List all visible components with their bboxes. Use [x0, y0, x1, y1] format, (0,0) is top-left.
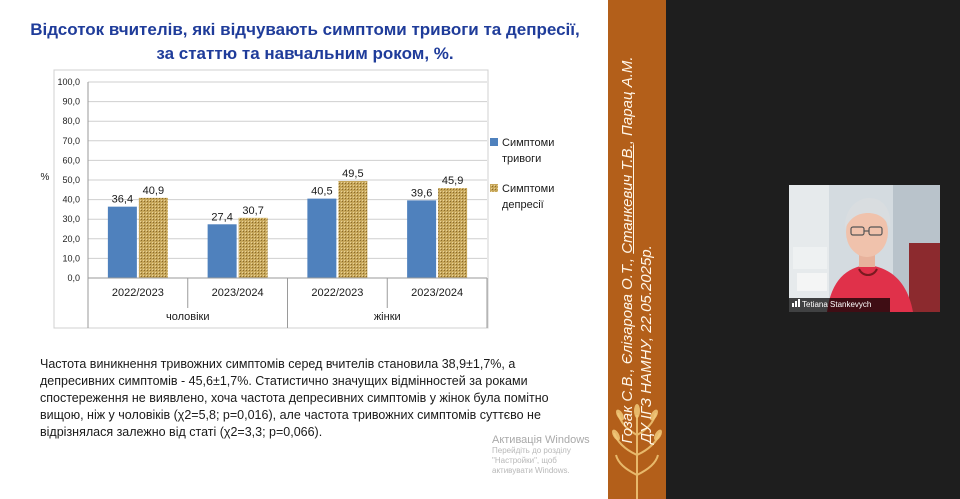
y-tick-label: 70,0 [62, 136, 80, 146]
group-label: жінки [374, 311, 401, 323]
bar-anxiety [107, 206, 137, 278]
legend-label: тривоги [502, 153, 541, 165]
bar-anxiety [207, 224, 237, 278]
authors-part-2: Станкевич Т.В. [619, 143, 636, 254]
participant-video-tile[interactable] [789, 185, 940, 312]
authors-band: Гозак С.В., Єлізарова О.Т., Станкевич Т.… [608, 0, 666, 499]
authors-part-1: Гозак С.В., Єлізарова О.Т., [619, 253, 636, 444]
legend-swatch-depression [490, 184, 498, 192]
audio-level-icon [792, 298, 800, 312]
activation-line-1: Перейдіть до розділу "Настройки", щоб [492, 446, 571, 465]
participant-name-label: Tetiana Stankevych [789, 298, 890, 312]
bar-data-label: 39,6 [411, 187, 432, 199]
y-tick-label: 100,0 [57, 77, 80, 87]
x-tick-label: 2023/2024 [212, 287, 264, 299]
y-tick-label: 80,0 [62, 116, 80, 126]
bar-data-label: 30,7 [242, 205, 263, 217]
bar-data-label: 49,5 [342, 168, 363, 180]
authors-line-2: ДУ ІГЗ НАМНУ, 22.05.2025р. [638, 244, 655, 444]
chart-outer-frame [53, 69, 489, 329]
bar-data-label: 40,9 [143, 185, 164, 197]
bar-chart: 0,0 10,0 20,0 30,0 40,0 50,0 60,0 70,0 80,0 90,0 1… [41, 69, 554, 329]
participant-name: Tetiana Stankevych [802, 300, 872, 309]
y-tick-label: 10,0 [62, 253, 80, 263]
activation-line-2: активувати Windows. [492, 466, 570, 475]
group-label: чоловіки [166, 311, 210, 323]
y-tick-label: 50,0 [62, 175, 80, 185]
bar-data-label: 40,5 [311, 186, 332, 198]
x-tick-label: 2023/2024 [411, 287, 463, 299]
wheat-emblem-icon [612, 404, 662, 499]
authors-text: Гозак С.В., Єлізарова О.Т., Станкевич Т.… [618, 56, 656, 443]
y-tick-label: 60,0 [62, 155, 80, 165]
y-tick-label: 90,0 [62, 97, 80, 107]
legend-label: Симптоми [502, 183, 554, 195]
y-tick-label: 20,0 [62, 234, 80, 244]
y-tick-label: 30,0 [62, 214, 80, 224]
activation-title: Активація Windows [492, 434, 590, 446]
windows-activation-watermark: Активація Windows Перейдіть до розділу "… [492, 434, 608, 476]
slide-title-line-2: за статтю та навчальним роком, %. [156, 44, 454, 63]
bar-data-label: 45,9 [442, 175, 463, 187]
legend-label: Симптоми [502, 137, 554, 149]
x-tick-label: 2022/2023 [311, 287, 363, 299]
bar-depression [238, 217, 268, 278]
bar-data-label: 27,4 [211, 211, 232, 223]
y-tick-label: 0,0 [67, 273, 80, 283]
bar-anxiety [307, 198, 337, 278]
legend-swatch-anxiety [490, 138, 498, 146]
bar-depression [138, 197, 168, 278]
participant-video-image [789, 185, 940, 312]
y-tick-label: 40,0 [62, 195, 80, 205]
bar-anxiety [407, 200, 437, 278]
legend-label: депресії [502, 199, 544, 211]
bar-depression [438, 188, 468, 278]
presentation-slide: Відсоток вчителів, які відчувають симпто… [0, 0, 608, 499]
slide-title: Відсоток вчителів, які відчувають симпто… [20, 18, 590, 66]
bar-data-label: 36,4 [112, 194, 133, 206]
authors-line-1: Гозак С.В., Єлізарова О.Т., Станкевич Т.… [618, 56, 637, 443]
slide-paragraph: Частота виникнення тривожних симптомів с… [40, 357, 549, 439]
x-tick-label: 2022/2023 [112, 287, 164, 299]
slide-title-line-1: Відсоток вчителів, які відчувають симпто… [30, 20, 580, 39]
bar-depression [338, 180, 368, 278]
y-axis-label: % [41, 172, 50, 183]
authors-part-3: , Парац А.М. [619, 55, 636, 144]
